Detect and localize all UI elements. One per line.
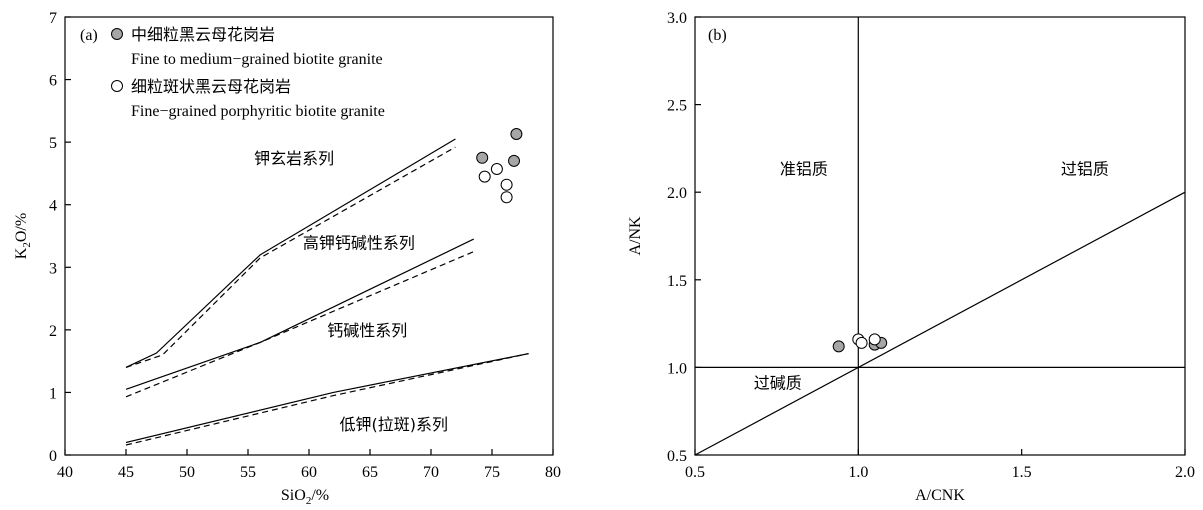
chart-panel-a: (a) 中细粒黑云母花岗岩 Fine to medium−grained bio… [13,10,561,507]
y-tick-label-b-0.5: 0.5 [667,448,687,465]
legend-marker-filled [111,28,123,40]
y-tick-label-a-0: 0 [49,448,57,465]
x-tick-label-b-2.0: 2.0 [1175,464,1195,481]
region-label-b-3: 过碱质 [754,373,802,392]
y-tick-label-a-2: 2 [49,323,57,340]
y-tick-label-b-1.5: 1.5 [667,273,687,290]
boundary-line-b-3 [694,191,1186,456]
y-tick-label-a-4: 4 [49,198,57,215]
x-tick-label-a-55: 55 [240,464,256,481]
point-open-a-2 [490,163,503,175]
x-tick-label-b-1.5: 1.5 [1012,464,1032,481]
legend-marker-open [111,80,123,92]
y-tick-label-a-5: 5 [49,135,57,152]
point-open-a-3 [500,178,513,191]
boundary-line-a-3 [125,238,474,390]
y-tick-label-a-7: 7 [49,10,57,27]
point-filled-a-3 [508,154,520,167]
legend-label-cn-open: 细粒斑状黑云母花岗岩 [131,77,291,96]
region-label-b-2: 过铝质 [1061,160,1109,179]
point-open-a-4 [500,191,513,204]
panel-a-label: (a) [80,27,98,44]
x-tick-label-a-40: 40 [57,464,73,481]
x-tick-label-a-70: 70 [423,464,439,481]
x-axis-title-a: SiO2/% [281,487,329,507]
x-tick-label-b-1.0: 1.0 [848,464,868,481]
x-tick-label-a-80: 80 [545,464,561,481]
plot-frame-b [694,16,1186,456]
x-axis-title-b: A/CNK [915,487,965,504]
boundary-line-a-6 [125,353,529,446]
y-tick-label-b-2.0: 2.0 [667,185,687,202]
legend-label-en-filled: Fine to medium−grained biotite granite [131,51,383,68]
y-axis-title-a: K2O/% [13,213,33,259]
y-tick-label-a-6: 6 [49,73,57,90]
x-tick-label-a-65: 65 [362,464,378,481]
region-label-a-2: 高钾钙碱性系列 [303,234,415,253]
boundary-line-a-1 [125,138,456,368]
y-tick-label-a-1: 1 [49,385,57,402]
y-tick-label-b-2.5: 2.5 [667,98,687,115]
point-open-b-3 [868,333,881,346]
region-label-a-4: 低钾(拉斑)系列 [340,415,449,434]
x-tick-label-a-45: 45 [118,464,134,481]
region-label-a-1: 钾玄岩系列 [254,149,334,168]
legend-label-en-open: Fine−grained porphyritic biotite granite [131,103,385,120]
point-open-a-1 [478,170,491,183]
y-tick-label-a-3: 3 [49,260,57,277]
point-open-b-2 [855,336,868,349]
region-label-b-1: 准铝质 [780,160,828,179]
y-tick-label-b-1.0: 1.0 [667,360,687,377]
x-tick-label-a-75: 75 [484,464,500,481]
y-tick-label-b-3.0: 3.0 [667,10,687,27]
x-tick-label-a-50: 50 [179,464,195,481]
point-filled-b-1 [832,340,845,353]
boundary-line-a-5 [125,353,529,444]
x-tick-label-a-60: 60 [301,464,317,481]
boundary-line-a-4 [125,251,474,398]
legend-label-cn-filled: 中细粒黑云母花岗岩 [131,25,275,44]
y-axis-title-b: A/NK [627,216,644,256]
x-tick-label-b-0.5: 0.5 [685,464,705,481]
point-filled-a-1 [510,128,523,140]
legend-a: 中细粒黑云母花岗岩 Fine to medium−grained biotite… [111,25,385,120]
region-label-a-3: 钙碱性系列 [327,321,407,340]
point-filled-a-2 [476,151,489,164]
panel-b-label: (b) [708,27,727,44]
